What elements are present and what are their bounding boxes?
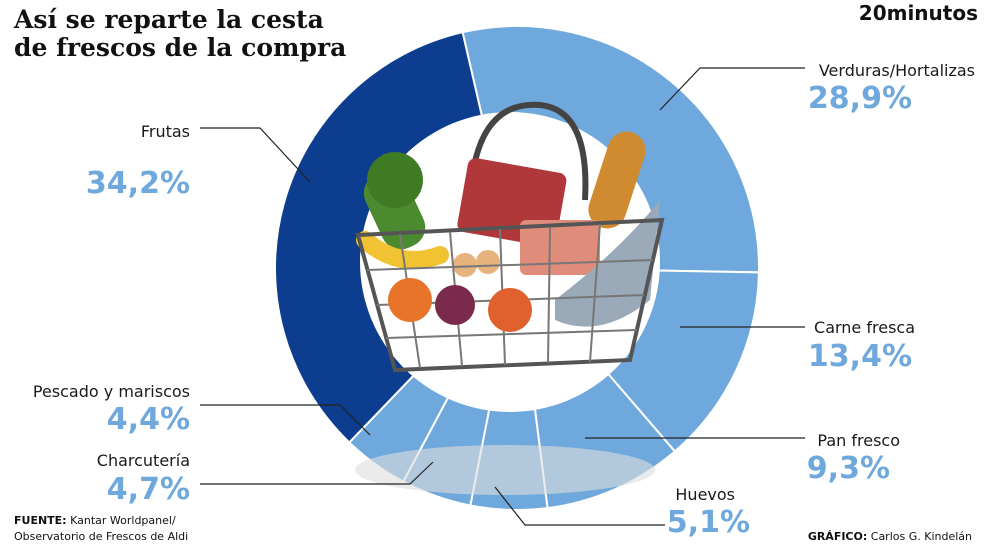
- title-line: de frescos de la compra: [14, 33, 346, 62]
- value-label: 34,2%: [86, 166, 190, 201]
- value-label: 4,7%: [107, 472, 190, 507]
- leader-line: [494, 486, 665, 526]
- category-label: Frutas: [141, 122, 190, 141]
- source-text: Kantar Worldpanel/: [70, 514, 176, 527]
- category-label: Carne fresca: [814, 318, 915, 337]
- category-label: Verduras/Hortalizas: [819, 61, 975, 80]
- title-line: Así se reparte la cesta: [13, 5, 324, 34]
- value-label: 5,1%: [667, 505, 750, 540]
- leader-line: [200, 404, 371, 436]
- source-text: Observatorio de Frescos de Aldi: [14, 530, 188, 543]
- value-label: 4,4%: [107, 402, 190, 437]
- leader-line: [200, 461, 434, 485]
- leader-line: [200, 127, 311, 183]
- source-label: FUENTE:: [14, 514, 67, 527]
- leader-line: [659, 67, 805, 111]
- value-label: 9,3%: [807, 451, 890, 486]
- credit-label: GRÁFICO:: [808, 530, 867, 543]
- value-label: 28,9%: [808, 81, 912, 116]
- source: FUENTE: Kantar Worldpanel/: [14, 514, 176, 527]
- credit: GRÁFICO: Carlos G. Kindelán: [808, 530, 972, 543]
- value-label: 13,4%: [808, 339, 912, 374]
- category-label: Pescado y mariscos: [33, 382, 190, 401]
- basket-illustration: [355, 101, 665, 495]
- category-label: Huevos: [675, 485, 735, 504]
- logo: 20minutos: [859, 1, 978, 25]
- credit-text: Carlos G. Kindelán: [871, 530, 972, 543]
- category-label: Pan fresco: [817, 431, 900, 450]
- category-label: Charcutería: [97, 451, 190, 470]
